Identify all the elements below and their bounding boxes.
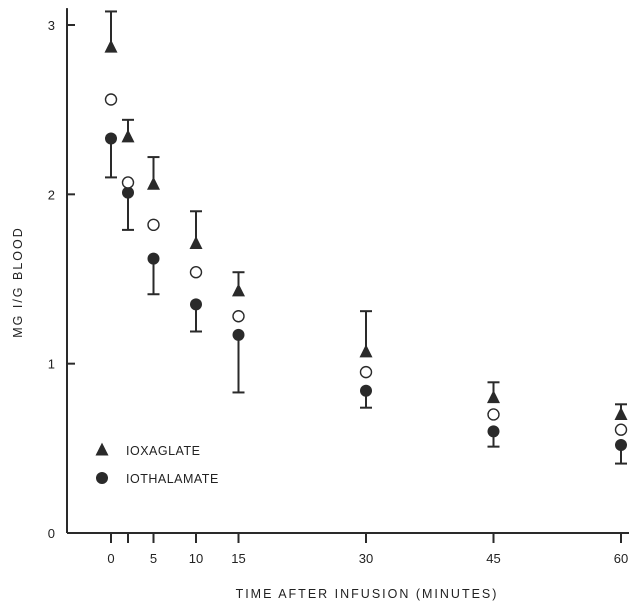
triangle-point [359,344,373,358]
triangle-point [487,390,500,404]
triangle-point [104,39,118,53]
filled-circle-point [360,384,372,397]
open-circle-point [189,266,203,279]
x-tick-label: 60 [614,551,628,566]
y-tick-label: 2 [48,187,55,202]
legend-label-iothalamate: IOTHALAMATE [126,472,219,486]
x-tick-label: 45 [486,551,500,566]
y-axis-title: MG I/G BLOOD [11,226,25,338]
x-tick-label: 10 [189,551,203,566]
filled-circle-point [105,132,117,145]
triangle-point [189,236,203,249]
open-circle-point [359,365,373,379]
open-circle-point [147,218,160,232]
open-circle-point [104,93,118,106]
open-circle-point [232,310,245,323]
triangle-point [614,407,628,421]
legend-triangle-marker [95,442,109,456]
legend-circle-marker [96,472,108,484]
legend-label-ioxaglate: IOXAGLATE [126,444,200,458]
x-tick-label: 30 [359,551,373,566]
triangle-point [147,176,160,190]
filled-circle-point [615,438,627,451]
open-circle-point [614,423,628,436]
y-tick-label: 0 [48,526,55,541]
triangle-point [232,283,245,297]
y-tick-label: 1 [48,357,55,372]
y-tick-label: 3 [48,18,55,33]
marks [104,10,628,465]
axes [66,8,629,534]
filled-circle-point [232,328,245,341]
x-tick-label: 15 [231,551,245,566]
x-tick-label: 0 [107,551,114,566]
x-tick-label: 5 [150,551,157,566]
filled-circle-point [122,186,134,199]
legend: IOXAGLATE IOTHALAMATE [95,442,219,486]
filled-circle-point [147,252,160,265]
filled-circle-point [487,425,500,438]
open-circle-point [487,408,500,421]
open-circle-point [121,176,135,189]
x-axis-title: TIME AFTER INFUSION (MINUTES) [236,587,499,601]
triangle-point [121,129,135,143]
filled-circle-point [190,298,202,311]
